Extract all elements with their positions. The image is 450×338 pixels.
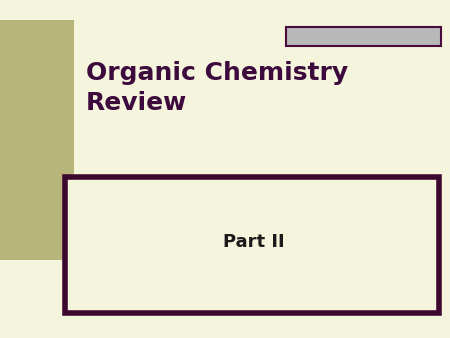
Text: Organic Chemistry
Review: Organic Chemistry Review	[86, 61, 347, 116]
Text: Part II: Part II	[224, 233, 285, 251]
Bar	[286, 27, 441, 46]
Bar	[65, 177, 439, 313]
Bar	[0, 20, 74, 260]
